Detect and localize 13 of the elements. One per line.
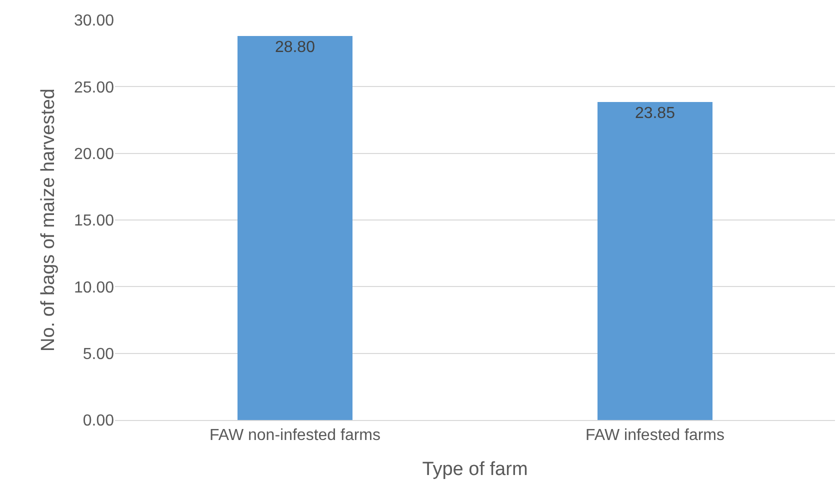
- y-tick-label: 10.00: [74, 279, 114, 296]
- y-tick-label: 30.00: [74, 12, 114, 30]
- y-tick-label: 0.00: [82, 412, 114, 430]
- data-label: 28.80: [274, 39, 316, 56]
- y-axis-title: No. of bags of maize harvested: [38, 88, 59, 352]
- x-axis-title: Type of farm: [422, 459, 528, 480]
- x-tick-label: FAW infested farms: [586, 427, 724, 444]
- y-tick-label: 20.00: [74, 146, 114, 163]
- data-label: 23.85: [634, 105, 676, 122]
- y-tick-label: 25.00: [74, 79, 114, 96]
- y-tick-label: 15.00: [74, 212, 114, 230]
- x-tick-label: FAW non-infested farms: [209, 427, 381, 444]
- y-tick-label: 5.00: [82, 346, 114, 363]
